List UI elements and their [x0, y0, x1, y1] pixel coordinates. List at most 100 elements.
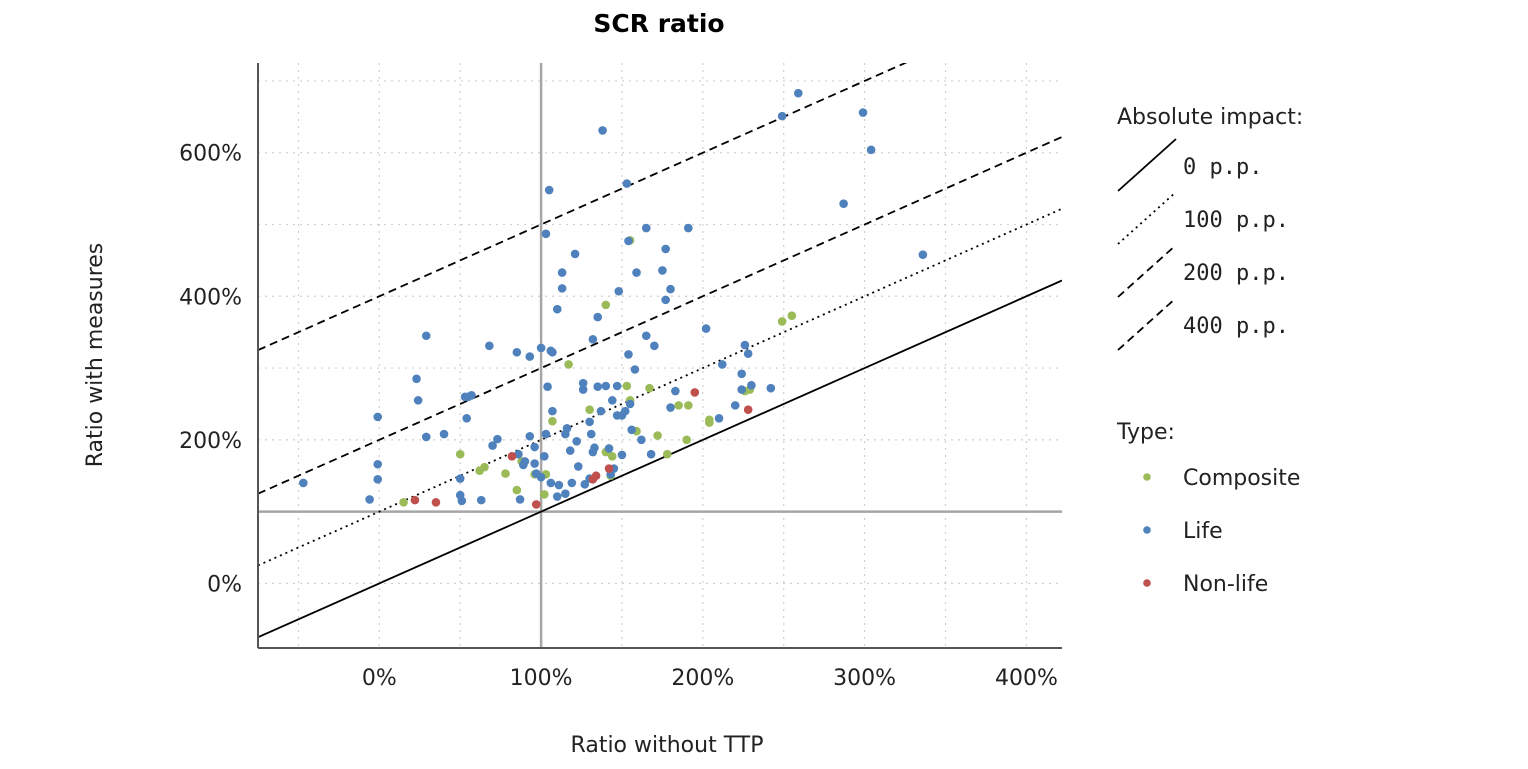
data-point — [525, 431, 535, 441]
data-point — [627, 425, 636, 435]
legend-type-swatch — [1143, 579, 1151, 587]
data-point — [578, 385, 588, 394]
data-point — [554, 480, 564, 490]
data-point — [690, 388, 700, 397]
impact-line — [258, 207, 1062, 567]
data-point — [641, 331, 651, 341]
legend-impact-label: 200 p.p. — [1183, 261, 1289, 286]
data-point — [737, 385, 746, 394]
tick-labels: 0% 100% 200% 300% 400% 0% 200% 400% 600% — [179, 142, 1058, 691]
data-point — [574, 462, 583, 471]
data-point — [488, 441, 497, 450]
data-point — [747, 380, 756, 390]
data-point — [593, 382, 603, 392]
legend-impact-title: Absolute impact: — [1117, 105, 1303, 130]
data-point — [543, 382, 552, 392]
data-point — [653, 431, 662, 440]
impact-line — [258, 279, 1062, 639]
data-point — [544, 185, 554, 195]
data-point — [512, 485, 522, 495]
data-point — [717, 360, 727, 369]
data-point — [501, 469, 510, 478]
data-point — [607, 396, 617, 405]
data-point — [410, 495, 420, 505]
data-point — [548, 416, 557, 426]
reference-lines — [258, 63, 1062, 648]
data-point — [737, 369, 746, 379]
data-point — [590, 443, 599, 453]
data-point — [580, 480, 590, 489]
data-point — [674, 401, 683, 410]
data-point — [630, 365, 640, 374]
x-tick-label: 0% — [362, 666, 397, 691]
data-point — [794, 88, 803, 98]
x-tick-label: 400% — [995, 666, 1058, 691]
data-point — [561, 429, 570, 439]
y-tick-label: 200% — [179, 429, 242, 454]
data-point — [475, 466, 484, 476]
data-point — [662, 449, 672, 459]
data-point — [637, 435, 646, 445]
data-point — [624, 350, 633, 359]
data-point — [512, 347, 522, 357]
data-points — [298, 88, 928, 509]
series-composite — [399, 235, 797, 507]
data-point — [365, 495, 374, 504]
legend-impact-swatch — [1117, 191, 1177, 245]
data-point — [593, 312, 603, 322]
data-point — [540, 452, 549, 461]
data-point — [548, 406, 557, 416]
data-point — [520, 457, 530, 466]
data-point — [625, 399, 635, 409]
data-point — [565, 446, 575, 455]
data-point — [493, 434, 502, 444]
data-point — [457, 496, 467, 506]
data-point — [624, 236, 633, 246]
data-point — [617, 450, 627, 460]
data-point — [541, 429, 551, 439]
data-point — [373, 475, 383, 484]
y-tick-label: 0% — [207, 572, 242, 597]
impact-line — [258, 63, 908, 351]
data-point — [596, 406, 606, 416]
data-point — [485, 341, 494, 351]
data-point — [839, 199, 848, 208]
data-point — [561, 489, 570, 498]
data-point — [586, 429, 596, 439]
data-point — [701, 324, 711, 333]
data-point — [588, 335, 598, 344]
data-point — [515, 495, 525, 504]
legend-type-label: Composite — [1183, 466, 1300, 491]
data-point — [540, 490, 549, 499]
data-point — [684, 401, 693, 410]
x-tick-label: 300% — [833, 666, 896, 691]
data-point — [530, 459, 539, 468]
data-point — [682, 435, 691, 445]
axes — [257, 63, 1062, 649]
data-point — [598, 126, 607, 135]
legend-type-label: Life — [1183, 519, 1223, 544]
legend-type: Type: Composite Life Non-life — [1116, 420, 1300, 597]
data-point — [607, 452, 617, 461]
data-point — [740, 340, 750, 350]
data-point — [650, 341, 659, 351]
data-point — [431, 497, 441, 507]
data-point — [572, 436, 581, 446]
legend-impact-swatch — [1117, 138, 1177, 192]
data-point — [467, 391, 476, 400]
data-point — [546, 346, 556, 356]
data-point — [612, 381, 622, 391]
data-point — [567, 478, 577, 488]
data-point — [530, 442, 539, 452]
data-point — [557, 284, 567, 293]
legend-type-swatch — [1143, 473, 1151, 481]
data-point — [476, 495, 486, 505]
data-point — [604, 444, 614, 453]
data-point — [614, 286, 624, 296]
data-point — [557, 268, 567, 277]
y-axis-title: Ratio with measures — [83, 243, 108, 468]
data-point — [552, 492, 562, 501]
data-point — [570, 249, 580, 259]
x-axis-title: Ratio without TTP — [571, 733, 764, 758]
